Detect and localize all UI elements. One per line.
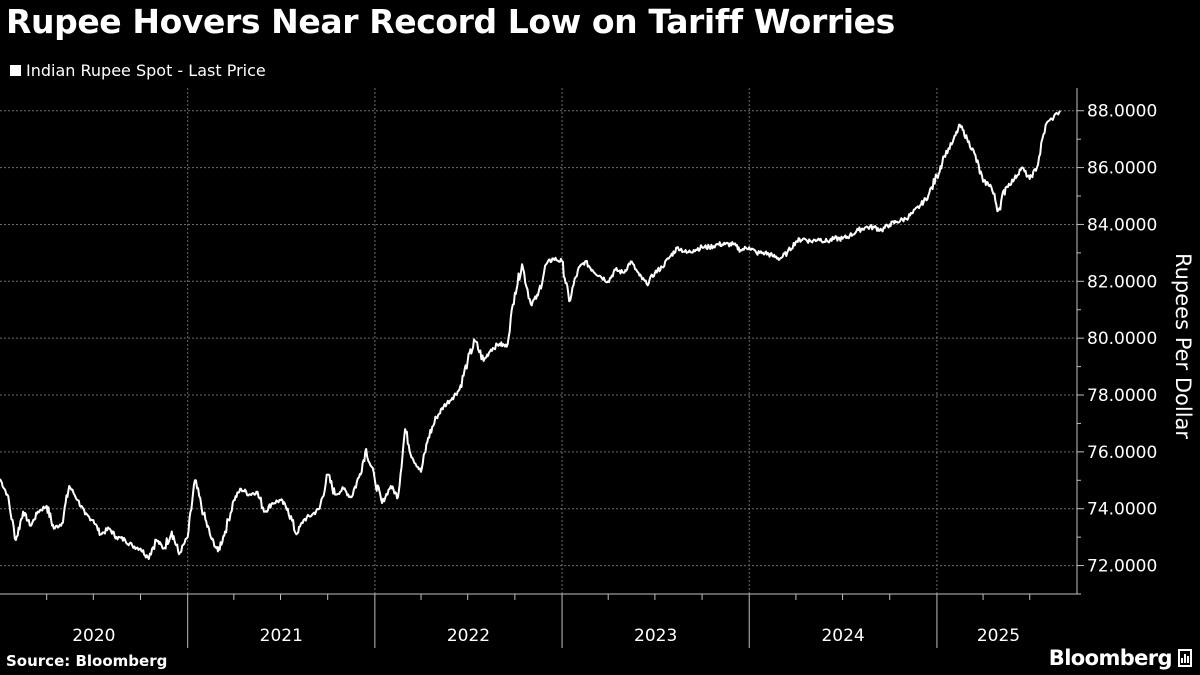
y-tick-label: 86.0000 bbox=[1087, 159, 1157, 179]
y-tick-label: 76.0000 bbox=[1087, 443, 1157, 463]
x-tick-label: 2022 bbox=[447, 626, 490, 646]
x-tick-label: 2025 bbox=[977, 626, 1020, 646]
series-line-indian-rupee-spot bbox=[0, 110, 1061, 560]
x-tick-label: 2023 bbox=[634, 626, 677, 646]
chart-icon bbox=[1178, 649, 1192, 667]
x-tick-label: 2020 bbox=[72, 626, 115, 646]
y-tick-label: 72.0000 bbox=[1087, 557, 1157, 577]
y-axis-title: Rupees Per Dollar bbox=[1171, 253, 1195, 439]
x-tick-label: 2024 bbox=[821, 626, 864, 646]
legend-label: Indian Rupee Spot - Last Price bbox=[26, 61, 266, 80]
chart-title: Rupee Hovers Near Record Low on Tariff W… bbox=[6, 2, 895, 41]
legend-swatch bbox=[10, 65, 21, 76]
brand-wordmark: Bloomberg bbox=[1048, 646, 1173, 670]
legend: Indian Rupee Spot - Last Price bbox=[10, 61, 266, 80]
y-tick-label: 80.0000 bbox=[1087, 329, 1157, 349]
x-tick-label: 2021 bbox=[260, 626, 303, 646]
source-note: Source: Bloomberg bbox=[6, 652, 168, 670]
y-tick-label: 84.0000 bbox=[1087, 215, 1157, 235]
y-tick-label: 74.0000 bbox=[1087, 500, 1157, 520]
bloomberg-logo: Bloomberg bbox=[1049, 646, 1192, 670]
y-tick-label: 88.0000 bbox=[1087, 102, 1157, 122]
y-tick-label: 82.0000 bbox=[1087, 272, 1157, 292]
y-tick-label: 78.0000 bbox=[1087, 386, 1157, 406]
